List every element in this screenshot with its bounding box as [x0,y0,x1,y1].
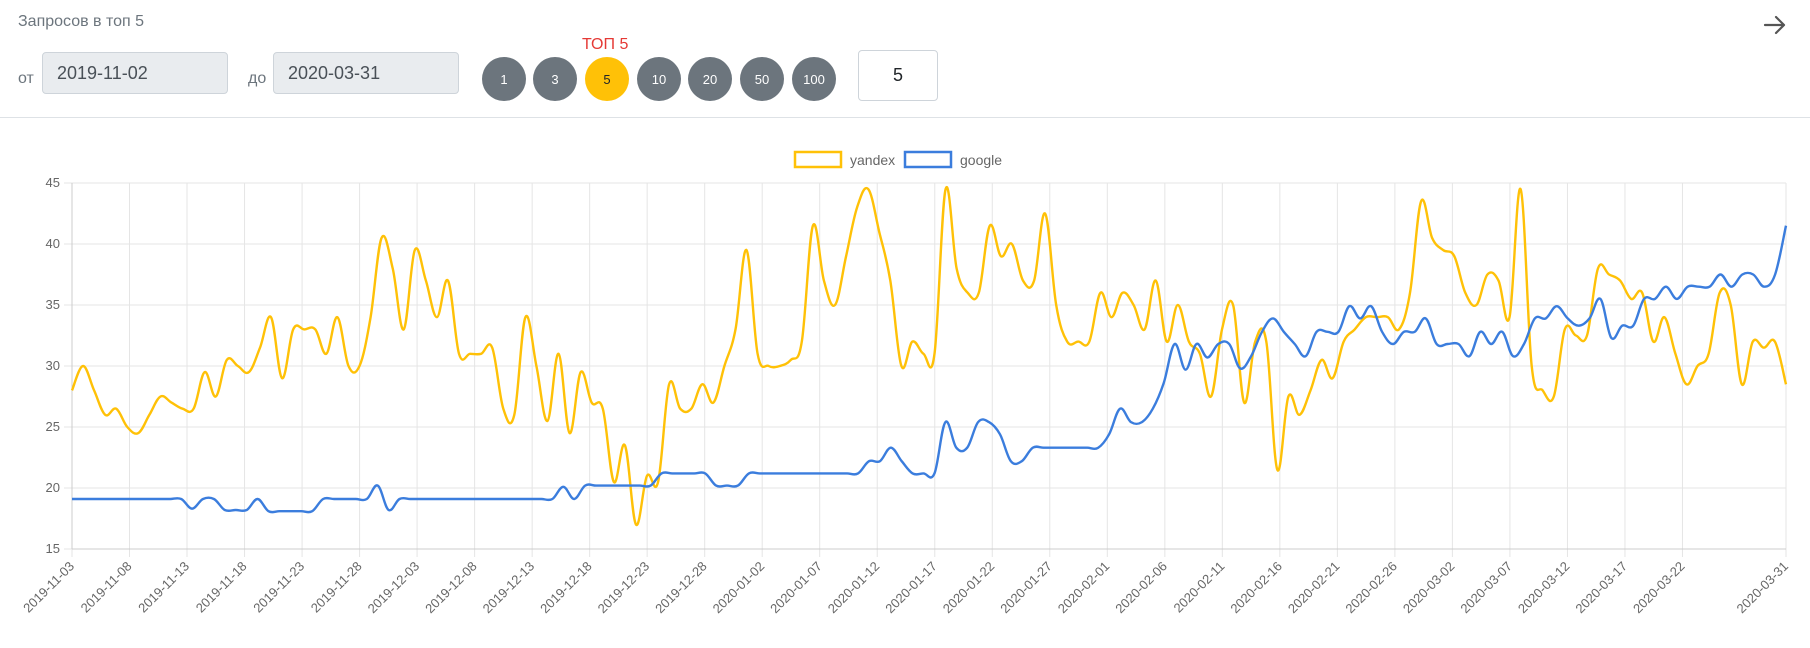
y-tick-label: 35 [46,297,60,312]
x-tick-label: 2019-12-18 [537,559,595,617]
x-tick-label: 2019-12-08 [422,559,480,617]
y-tick-label: 25 [46,419,60,434]
x-tick-label: 2020-02-01 [1055,559,1113,617]
top-3-button[interactable]: 3 [533,57,577,101]
page-title: Запросов в топ 5 [18,13,145,30]
top-5-button[interactable]: 5 [585,57,629,101]
series-line-yandex [70,185,1788,526]
x-tick-label: 2020-02-06 [1112,559,1170,617]
x-tick-label: 2020-03-12 [1515,559,1573,617]
y-tick-label: 20 [46,480,60,495]
legend-item-yandex[interactable]: yandex [793,150,895,169]
y-axis: 15 20 25 30 35 40 45 [46,175,60,556]
y-tick-label: 30 [46,358,60,373]
top-100-button[interactable]: 100 [792,57,836,101]
x-tick-label: 2019-11-23 [250,559,307,616]
legend-swatch [903,150,953,169]
x-tick-label: 2020-03-07 [1457,559,1515,617]
x-tick-label: 2019-11-18 [193,559,250,616]
chart-series [70,185,1788,526]
x-tick-label: 2020-01-12 [825,559,883,617]
header-divider [0,117,1810,118]
x-tick-label: 2019-11-28 [308,559,365,616]
x-tick-label: 2020-02-21 [1285,559,1343,617]
chart-grid [64,182,1787,557]
series-line-google [72,225,1788,514]
legend-label: yandex [850,152,895,168]
legend-label: google [960,152,1002,168]
x-tick-label: 2020-03-17 [1572,559,1630,617]
x-tick-label: 2020-01-22 [940,559,998,617]
x-tick-label: 2019-12-23 [595,559,653,617]
to-label: до [248,70,267,87]
x-tick-label: 2019-12-13 [480,559,538,617]
x-tick-label: 2019-11-03 [20,559,77,616]
date-from-input[interactable] [42,52,228,94]
x-tick-label: 2020-01-17 [882,559,940,617]
x-tick-label: 2019-12-03 [365,559,423,617]
x-tick-label: 2019-12-28 [652,559,710,617]
legend-swatch [793,150,843,169]
date-to-input[interactable] [273,52,459,94]
x-axis: 2019-11-03 2019-11-08 2019-11-13 2019-11-18… [20,559,1791,617]
top-count-input[interactable] [858,50,938,101]
x-tick-label: 2020-02-16 [1227,559,1285,617]
x-tick-label: 2020-02-11 [1171,559,1228,616]
x-tick-label: 2020-03-02 [1400,559,1458,617]
from-label: от [18,70,34,87]
arrow-right-icon [1763,15,1786,35]
top-20-button[interactable]: 20 [688,57,732,101]
x-tick-label: 2020-01-27 [997,559,1055,617]
top-50-button[interactable]: 50 [740,57,784,101]
x-tick-label: 2020-01-07 [767,559,825,617]
y-tick-label: 15 [46,541,60,556]
top-10-button[interactable]: 10 [637,57,681,101]
x-tick-label: 2020-01-02 [710,559,768,617]
x-tick-label: 2020-02-26 [1342,559,1400,617]
x-tick-label: 2019-11-08 [78,559,135,616]
top-1-button[interactable]: 1 [482,57,526,101]
y-tick-label: 40 [46,236,60,251]
next-button[interactable] [1760,10,1790,40]
top-selection-label: ТОП 5 [582,36,629,53]
chart-legend[interactable]: yandex google [793,150,1002,169]
legend-item-google[interactable]: google [903,150,1002,169]
x-tick-label: 2020-03-22 [1630,559,1688,617]
x-tick-label: 2020-03-31 [1733,559,1791,617]
x-tick-label: 2019-11-13 [135,559,192,616]
y-tick-label: 45 [46,175,60,190]
